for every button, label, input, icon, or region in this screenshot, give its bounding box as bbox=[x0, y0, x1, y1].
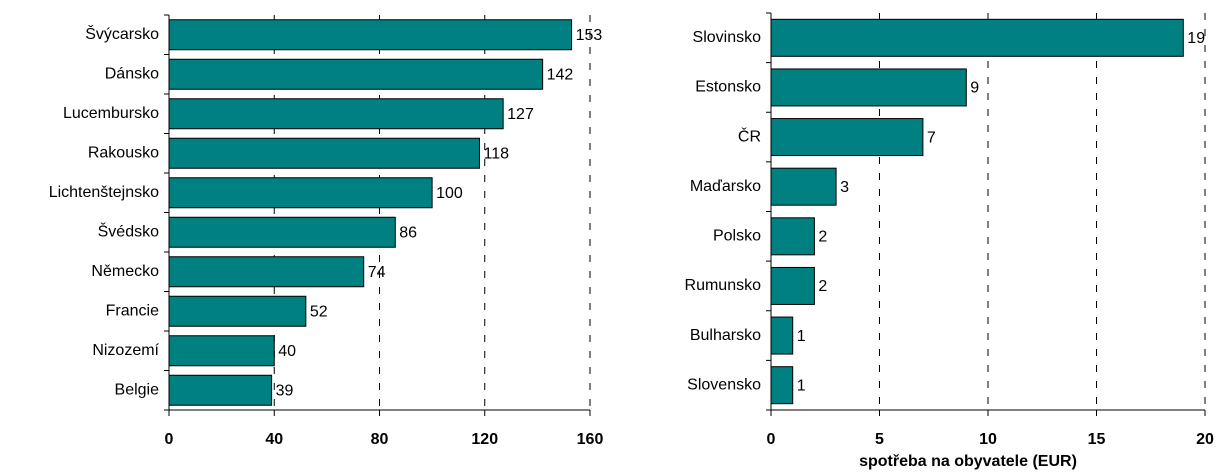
value-label: 2 bbox=[818, 229, 827, 246]
y-tick-label: Nizozemí bbox=[92, 342, 159, 359]
bar bbox=[168, 335, 275, 367]
x-tick-label: 10 bbox=[979, 431, 997, 448]
y-tick-label: Německo bbox=[91, 263, 159, 280]
bar bbox=[770, 217, 815, 256]
value-label: 127 bbox=[507, 106, 534, 123]
x-tick-label: 40 bbox=[265, 431, 283, 448]
value-label: 9 bbox=[970, 80, 979, 97]
value-label: 39 bbox=[276, 382, 294, 399]
value-label: 1 bbox=[797, 377, 806, 394]
value-label: 153 bbox=[576, 27, 603, 44]
x-tick-label: 15 bbox=[1088, 431, 1106, 448]
bar bbox=[770, 316, 794, 355]
value-label: 86 bbox=[399, 224, 417, 241]
y-tick-label: Polsko bbox=[713, 228, 761, 245]
y-tick-label: Dánsko bbox=[105, 65, 159, 82]
y-tick-label: Švýcarsko bbox=[85, 24, 159, 43]
bar bbox=[168, 58, 544, 90]
bar bbox=[168, 216, 396, 248]
value-label: 1 bbox=[797, 328, 806, 345]
x-tick-label: 120 bbox=[471, 431, 498, 448]
y-tick-label: Slovensko bbox=[687, 376, 761, 393]
bar bbox=[168, 177, 433, 209]
bar bbox=[770, 167, 837, 206]
value-label: 3 bbox=[840, 179, 849, 196]
y-tick-label: Bulharsko bbox=[690, 327, 761, 344]
bar bbox=[770, 68, 967, 107]
y-tick-label: Maďarsko bbox=[690, 178, 761, 195]
x-tick-label: 0 bbox=[165, 431, 174, 448]
x-axis-label: spotřeba na obyvatele (EUR) bbox=[859, 453, 1077, 470]
bar bbox=[168, 98, 504, 130]
bar bbox=[168, 295, 307, 327]
value-label: 100 bbox=[436, 185, 463, 202]
y-tick-label: Rakousko bbox=[88, 144, 159, 161]
y-tick-label: Lichtenštejnsko bbox=[49, 184, 159, 201]
x-tick-label: 5 bbox=[875, 431, 884, 448]
bar bbox=[168, 137, 480, 169]
y-tick-label: Belgie bbox=[115, 381, 160, 398]
y-tick-label: Francie bbox=[106, 302, 159, 319]
value-label: 7 bbox=[927, 129, 936, 146]
bar bbox=[770, 366, 794, 405]
y-tick-label: Švédsko bbox=[98, 221, 159, 240]
bar bbox=[168, 256, 365, 288]
bar bbox=[770, 18, 1184, 57]
x-tick-label: 20 bbox=[1196, 431, 1214, 448]
value-label: 142 bbox=[547, 66, 574, 83]
y-tick-label: Lucembursko bbox=[63, 105, 159, 122]
bar bbox=[168, 19, 573, 51]
value-label: 52 bbox=[310, 303, 328, 320]
value-label: 118 bbox=[483, 145, 509, 162]
y-tick-label: Slovinsko bbox=[693, 29, 762, 46]
value-label: 2 bbox=[818, 278, 827, 295]
x-tick-label: 0 bbox=[767, 431, 776, 448]
bar bbox=[168, 374, 273, 406]
bar bbox=[770, 266, 815, 305]
y-tick-label: Rumunsko bbox=[685, 277, 762, 294]
y-tick-label: Estonsko bbox=[695, 79, 761, 96]
x-tick-label: 160 bbox=[577, 431, 604, 448]
bar bbox=[770, 118, 924, 157]
y-tick-label: ČR bbox=[738, 126, 761, 145]
value-label: 40 bbox=[278, 343, 296, 360]
value-label: 74 bbox=[368, 264, 386, 281]
x-tick-label: 80 bbox=[371, 431, 389, 448]
value-label: 19 bbox=[1187, 30, 1205, 47]
